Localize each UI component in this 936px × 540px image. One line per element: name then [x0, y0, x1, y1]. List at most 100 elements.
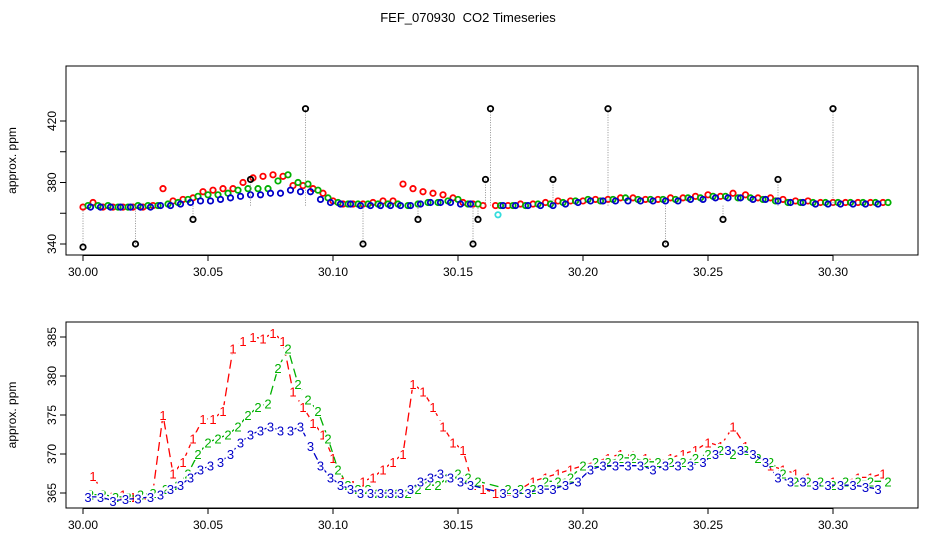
data-point — [269, 171, 277, 179]
data-marker: 3 — [624, 459, 631, 474]
marker-background — [536, 483, 545, 496]
marker-background — [134, 492, 142, 505]
bottom-panel: 30.00 30.05 30.10 30.15 30.20 30.25 30.30 365 37… — [5, 321, 919, 532]
data-point — [439, 191, 447, 199]
data-point — [246, 175, 255, 184]
marker-background — [319, 428, 327, 441]
data-point — [296, 188, 305, 196]
data-point — [736, 194, 745, 202]
data-marker: 3 — [874, 482, 881, 497]
data-marker: 1 — [249, 330, 256, 345]
marker-background — [566, 471, 575, 484]
x-tick-label: 30.15 — [443, 518, 473, 532]
marker-background — [196, 463, 205, 476]
data-marker: 3 — [862, 480, 869, 495]
data-marker: 3 — [207, 459, 214, 474]
data-marker: 1 — [492, 486, 499, 501]
data-marker: 2 — [542, 474, 549, 489]
data-point — [416, 200, 425, 208]
marker-background — [529, 475, 537, 488]
x-tick-label: 30.00 — [68, 518, 98, 532]
data-marker: 3 — [197, 463, 204, 478]
marker-background — [704, 448, 712, 460]
data-point — [711, 194, 720, 202]
marker-background — [799, 475, 807, 488]
data-marker: 1 — [209, 412, 216, 427]
data-marker: 2 — [414, 482, 421, 497]
marker-background — [754, 451, 762, 464]
marker-background — [884, 475, 892, 488]
data-point — [284, 171, 292, 179]
data-point — [509, 201, 517, 210]
marker-background — [194, 448, 202, 460]
data-point — [209, 186, 217, 194]
marker-background — [186, 471, 195, 484]
data-marker: 2 — [454, 467, 461, 482]
marker-background — [791, 467, 800, 480]
data-marker: 3 — [524, 486, 531, 501]
data-point — [674, 197, 682, 205]
marker-background — [246, 428, 255, 441]
data-marker: 2 — [434, 478, 441, 493]
data-marker: 1 — [289, 385, 296, 400]
data-point — [521, 201, 530, 210]
data-point — [486, 105, 495, 113]
marker-background — [766, 455, 775, 468]
data-marker: 1 — [199, 412, 206, 427]
marker-background — [169, 467, 177, 480]
data-marker: 3 — [799, 474, 806, 489]
data-marker: 3 — [662, 459, 669, 474]
data-marker: 2 — [629, 451, 636, 466]
data-point — [166, 201, 175, 210]
data-marker: 3 — [287, 424, 294, 439]
marker-background — [376, 487, 385, 499]
x-tick-label: 30.30 — [818, 518, 848, 532]
data-marker: 3 — [637, 459, 644, 474]
data-point — [204, 191, 212, 199]
x-tick-label: 30.20 — [568, 265, 598, 279]
data-point — [434, 198, 442, 207]
data-marker: 3 — [499, 486, 506, 501]
marker-background — [234, 420, 242, 433]
data-marker: 1 — [129, 490, 136, 505]
data-point — [466, 200, 475, 208]
data-marker: 1 — [319, 428, 326, 443]
data-point — [176, 200, 185, 208]
data-point — [409, 185, 417, 193]
marker-background — [129, 490, 137, 503]
marker-background — [274, 362, 282, 375]
marker-background — [289, 385, 297, 398]
series-reference — [79, 105, 837, 251]
data-marker: 2 — [579, 459, 586, 474]
data-point — [301, 105, 310, 113]
y-tick-label: 380 — [45, 172, 59, 192]
data-point — [586, 197, 595, 205]
data-point — [686, 195, 695, 204]
data-point — [386, 201, 395, 210]
marker-background — [824, 479, 832, 492]
data-marker: 1 — [159, 408, 166, 423]
marker-background — [334, 463, 342, 476]
data-marker: 3 — [227, 447, 234, 462]
data-point — [219, 185, 227, 193]
data-point — [294, 178, 302, 187]
marker-background — [786, 475, 795, 488]
data-point — [456, 200, 465, 208]
marker-background — [761, 455, 770, 468]
marker-background — [434, 479, 442, 492]
data-point — [216, 195, 225, 204]
data-point — [611, 197, 620, 205]
data-marker: 3 — [837, 478, 844, 493]
data-point — [861, 200, 870, 208]
data-point — [274, 177, 282, 185]
data-point — [464, 200, 472, 208]
data-point — [146, 203, 155, 211]
marker-background — [224, 428, 232, 441]
plot-frame — [65, 65, 919, 256]
marker-background — [491, 487, 500, 499]
marker-background — [686, 459, 695, 472]
data-point — [661, 197, 670, 205]
data-marker: 3 — [257, 424, 264, 439]
data-marker: 1 — [389, 455, 396, 470]
data-marker: 3 — [687, 459, 694, 474]
